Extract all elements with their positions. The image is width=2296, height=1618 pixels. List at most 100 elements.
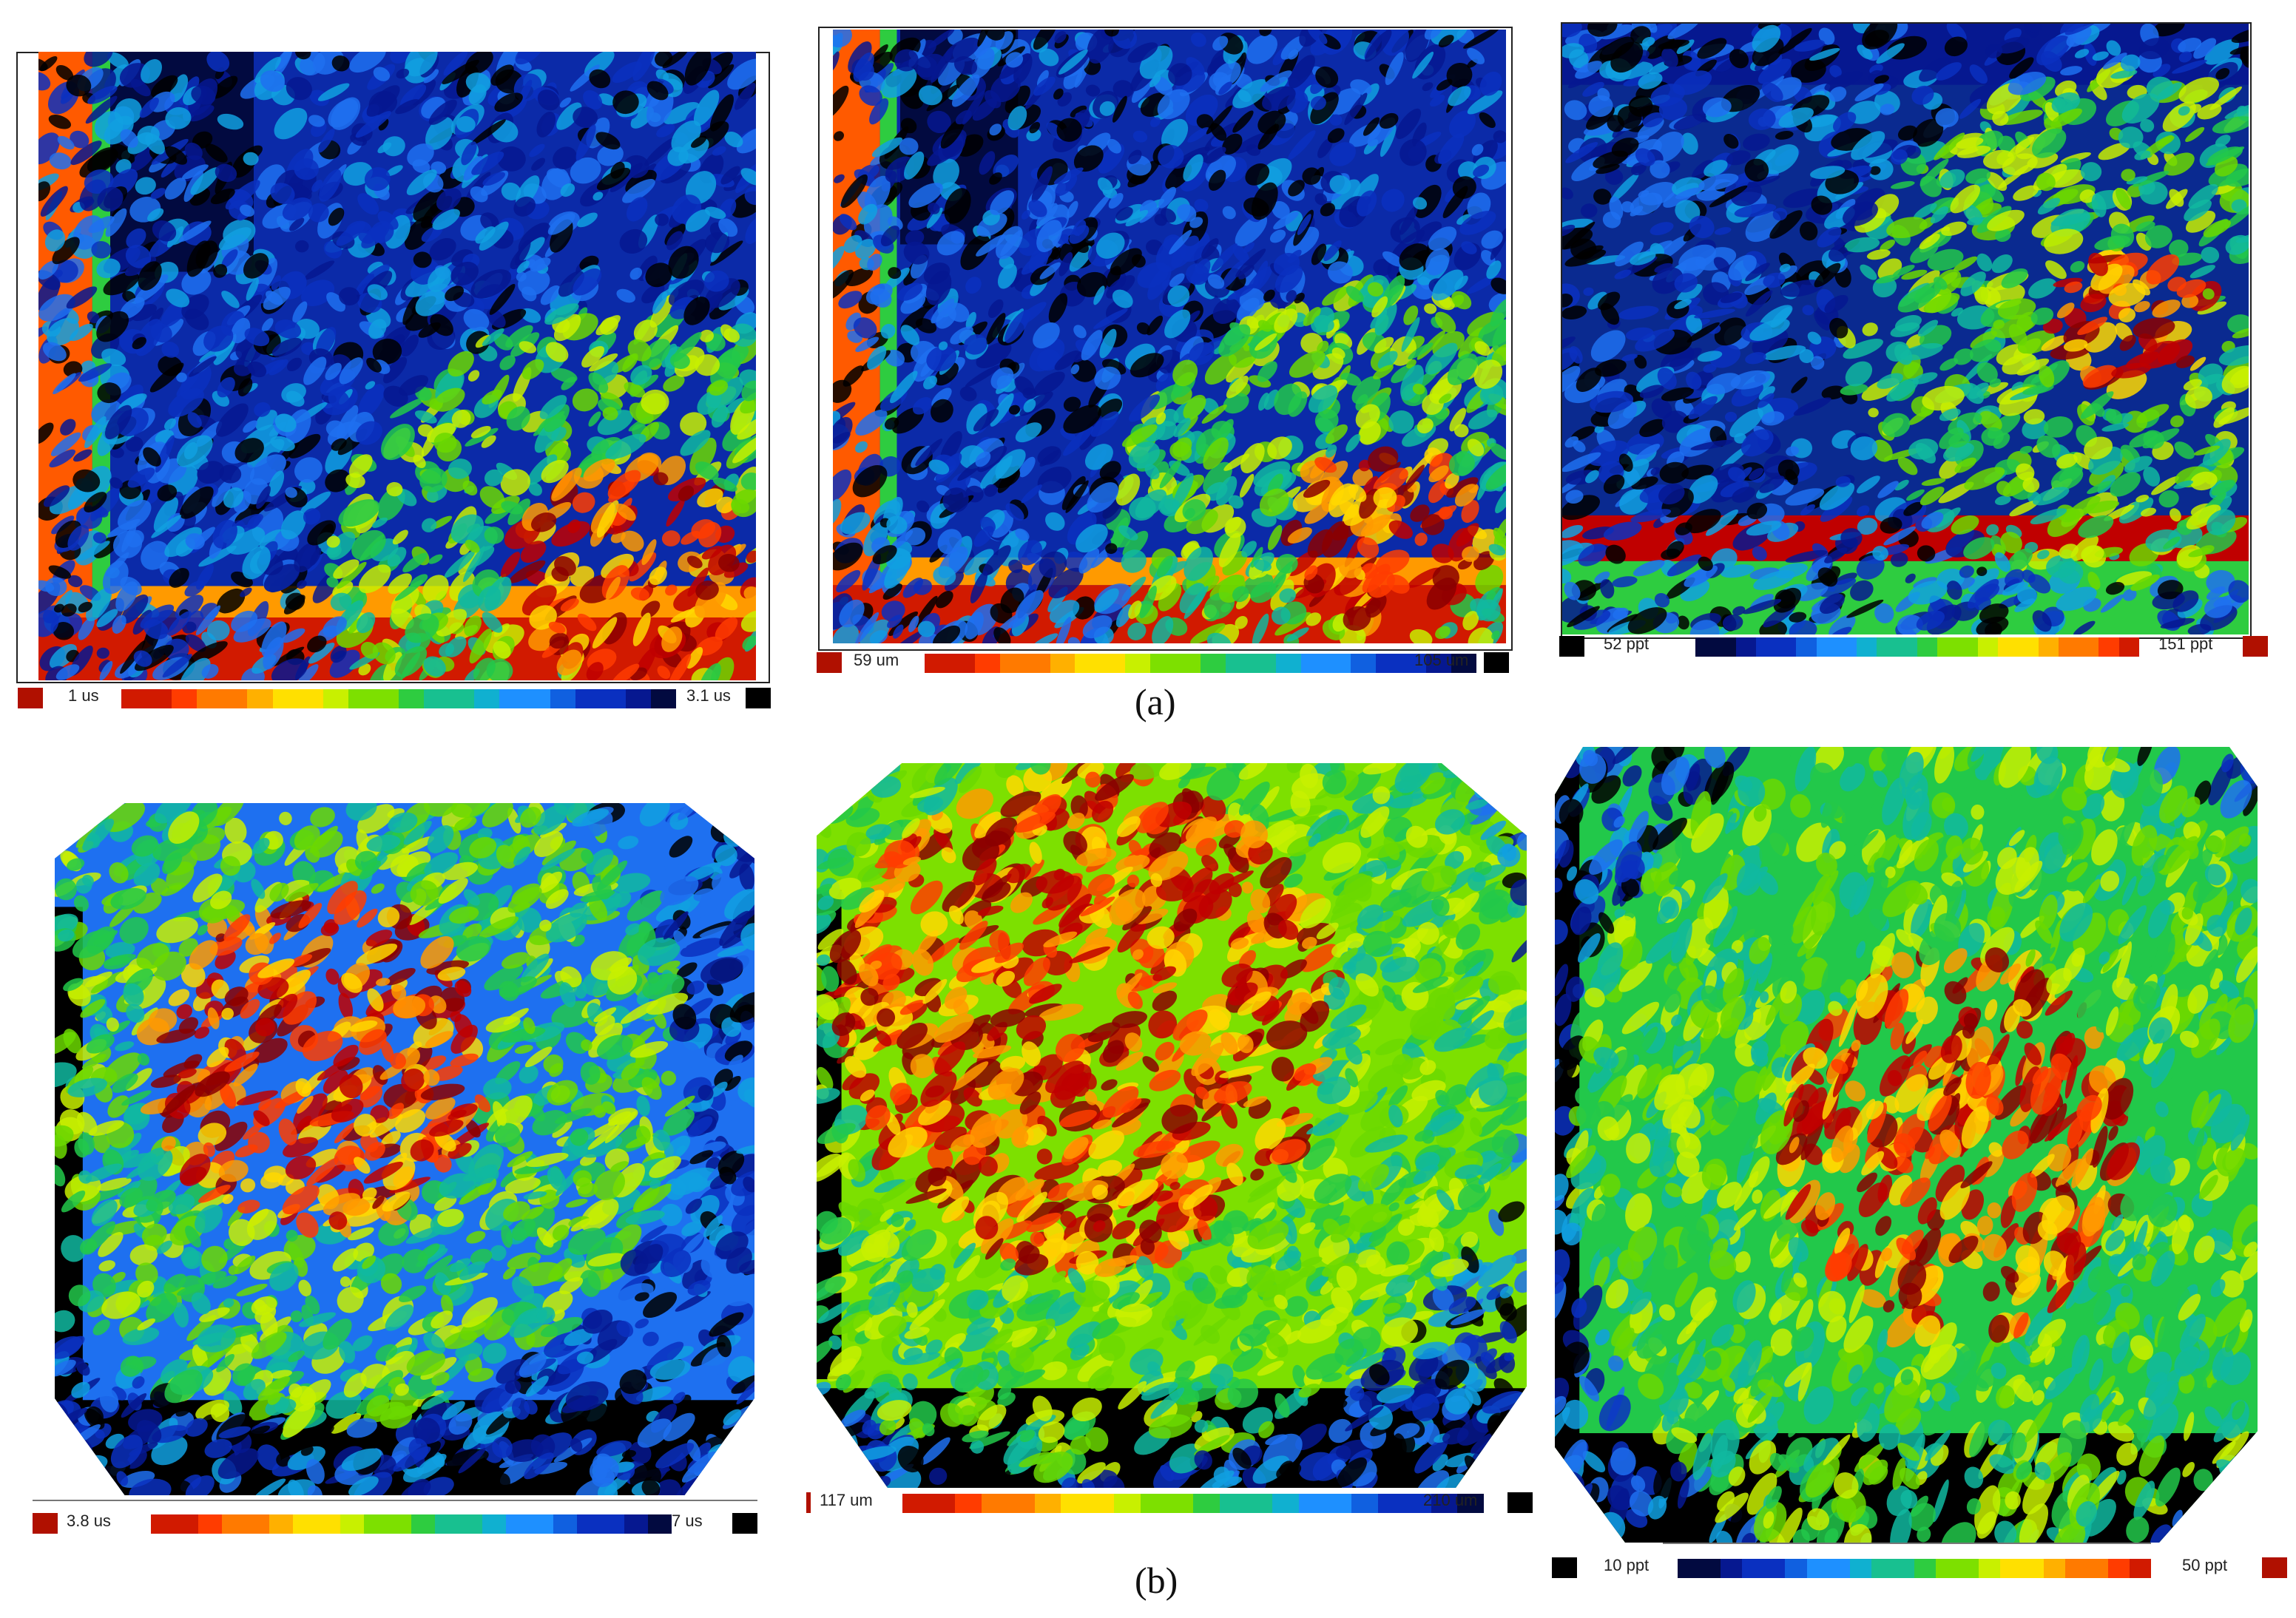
color-bar-step: [482, 1514, 506, 1534]
color-bar-step: [1796, 637, 1817, 657]
color-bar-step: [411, 1514, 435, 1534]
heatmap-a3: [1562, 24, 2249, 634]
min-swatch: [1559, 636, 1584, 657]
color-bar-step: [1125, 654, 1151, 673]
color-bar-step: [625, 689, 651, 708]
color-bar-step: [506, 1514, 530, 1534]
color-bar-step: [1897, 637, 1917, 657]
color-bar-step: [974, 654, 1000, 673]
color-bar-step: [197, 689, 223, 708]
min-swatch: [817, 652, 842, 673]
color-bar-step: [348, 689, 374, 708]
color-bar-step: [2107, 1559, 2130, 1578]
color-bar-step: [1936, 1559, 1958, 1578]
color-bar-step: [1755, 637, 1777, 657]
max-label: 50 ppt: [2182, 1556, 2228, 1574]
color-bar-step: [323, 689, 348, 708]
color-bar-step: [1451, 654, 1476, 673]
color-bar-step: [1150, 654, 1176, 673]
heatmap-a1: [38, 52, 756, 680]
color-bar-step: [272, 689, 298, 708]
color-bar-step: [1721, 1559, 1743, 1578]
color-bar-step: [1007, 1494, 1035, 1513]
heatmap-b2: [817, 763, 1527, 1488]
divider: [33, 1500, 757, 1501]
color-bar-step: [1871, 1559, 1893, 1578]
color-bar-step: [1193, 1494, 1220, 1513]
color-bar-step: [151, 1514, 175, 1534]
color-bar-step: [1299, 1494, 1326, 1513]
color-bar-step: [601, 1514, 624, 1534]
color-bar-step: [2022, 1559, 2044, 1578]
color-bar-step: [1175, 654, 1201, 673]
color-bar-step: [146, 689, 172, 708]
map-frame: [818, 27, 1513, 651]
color-bar-step: [1351, 1494, 1379, 1513]
color-bar-step: [2086, 1559, 2108, 1578]
color-bar-step: [435, 1514, 459, 1534]
color-bar-step: [399, 689, 425, 708]
color-scale-b3: 10 ppt 50 ppt: [1552, 1553, 2292, 1583]
color-bar: [1678, 1559, 2152, 1578]
color-bar-step: [474, 689, 500, 708]
color-bar-step: [340, 1514, 364, 1534]
color-scale-b2: 117 um 210 um: [806, 1488, 1533, 1517]
color-bar-step: [1034, 1494, 1061, 1513]
color-bar-step: [172, 689, 197, 708]
caption-a: (a): [1135, 681, 1176, 722]
color-bar-step: [2118, 637, 2139, 657]
color-bar-step: [2043, 1559, 2065, 1578]
color-bar-step: [1678, 1559, 1700, 1578]
color-bar-step: [1977, 637, 1998, 657]
color-bar-step: [524, 689, 550, 708]
color-bar-step: [648, 1514, 672, 1534]
color-bar-step: [2099, 637, 2119, 657]
heatmap-texture: [817, 763, 1527, 1488]
color-bar-step: [1404, 1494, 1431, 1513]
color-bar-step: [2058, 637, 2079, 657]
color-bar-step: [2079, 637, 2099, 657]
color-bar-step: [222, 689, 248, 708]
color-bar-step: [1376, 654, 1402, 673]
heatmap-texture: [38, 52, 756, 680]
color-bar-step: [1715, 637, 1736, 657]
color-bar-step: [1735, 637, 1756, 657]
color-bar-step: [928, 1494, 956, 1513]
color-bar-step: [2129, 1559, 2152, 1578]
color-bar-step: [1937, 637, 1958, 657]
color-scale-b1: 3.8 us 7 us: [33, 1509, 757, 1538]
color-bar-step: [1877, 637, 1897, 657]
min-swatch: [18, 688, 43, 708]
color-bar-step: [1742, 1559, 1764, 1578]
color-bar-step: [317, 1514, 340, 1534]
color-bar-step: [1426, 654, 1452, 673]
color-bar-step: [1849, 1559, 1871, 1578]
caption-b: (b): [1135, 1560, 1178, 1601]
color-bar-step: [550, 689, 575, 708]
heatmap-texture: [833, 30, 1506, 643]
max-swatch: [2262, 1557, 2287, 1578]
color-bar-step: [175, 1514, 198, 1534]
color-bar: [151, 1514, 672, 1534]
max-swatch: [2243, 636, 2268, 657]
color-bar-step: [1914, 1559, 1937, 1578]
color-bar-step: [1695, 637, 1716, 657]
color-bar-step: [1250, 654, 1276, 673]
color-bar-step: [955, 1494, 982, 1513]
min-label: 117 um: [820, 1491, 873, 1509]
color-bar-step: [1140, 1494, 1167, 1513]
color-bar-step: [1272, 1494, 1300, 1513]
color-bar-step: [121, 689, 147, 708]
color-bar-step: [1997, 637, 2019, 657]
color-bar-step: [1300, 654, 1326, 673]
color-bar-step: [1351, 654, 1377, 673]
color-bar-step: [577, 1514, 601, 1534]
heatmap-a2: [833, 30, 1506, 643]
color-bar-step: [1806, 1559, 1829, 1578]
min-label: 10 ppt: [1604, 1556, 1650, 1574]
color-bar-step: [2018, 637, 2039, 657]
color-bar-step: [198, 1514, 222, 1534]
color-bar-step: [297, 689, 323, 708]
color-bar-step: [982, 1494, 1008, 1513]
color-bar-step: [902, 1494, 929, 1513]
